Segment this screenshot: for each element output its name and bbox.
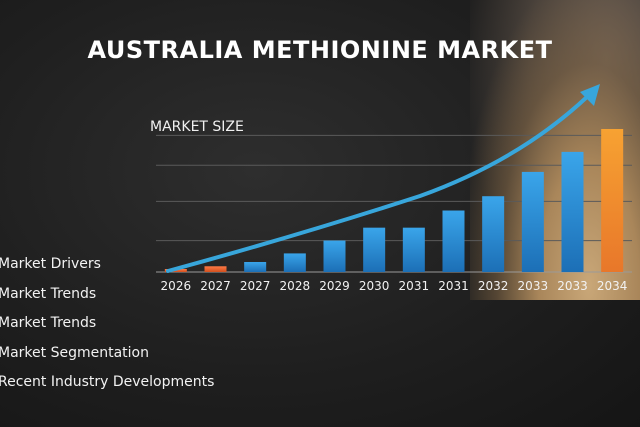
x-tick-label: 2031 [399, 279, 430, 293]
x-tick-label: 2031 [438, 279, 469, 293]
bar-8 [482, 196, 505, 272]
trend-arrow-line [166, 94, 590, 273]
x-tick-label: 2033 [518, 279, 549, 293]
bar-4 [323, 240, 346, 272]
x-tick-label: 2034 [597, 279, 628, 293]
bar-9 [521, 171, 544, 272]
bar-6 [402, 227, 425, 272]
x-tick-label: 2027 [200, 279, 231, 293]
list-item[interactable]: Market Drivers [0, 256, 101, 272]
list-item[interactable]: Market Trends [0, 315, 97, 331]
x-tick-label: 2030 [359, 279, 390, 293]
bar-3 [283, 253, 306, 272]
bar-11 [601, 129, 624, 272]
page-title: AUSTRALIA METHIONINE MARKET [87, 36, 553, 64]
chart-bars [164, 129, 624, 272]
list-item[interactable]: Recent Industry Developments [0, 374, 215, 390]
x-tick-label: 2027 [240, 279, 271, 293]
chart-subtitle: MARKET SIZE [150, 119, 244, 135]
x-tick-label: 2033 [557, 279, 588, 293]
x-tick-label: 2026 [161, 279, 192, 293]
chart-tick-labels: 2026 2027 2027 2028 2029 2030 2031 2031 2032 2033… [161, 279, 628, 293]
list-item[interactable]: Market Segmentation [0, 344, 149, 361]
bar-1 [204, 266, 227, 272]
chart-grid [156, 134, 632, 273]
x-tick-label: 2032 [478, 279, 509, 293]
bar-2 [244, 261, 267, 272]
bar-5 [363, 227, 386, 272]
x-tick-label: 2028 [280, 279, 311, 293]
trend-arrow [166, 84, 600, 273]
trend-arrow-head [580, 84, 600, 106]
list-item[interactable]: Market Trends [0, 285, 97, 302]
bar-10 [561, 151, 584, 272]
bar-7 [442, 210, 465, 272]
x-tick-label: 2029 [319, 279, 350, 293]
market-topics-list: Market Drivers Market Trends Market Tren… [0, 254, 214, 402]
